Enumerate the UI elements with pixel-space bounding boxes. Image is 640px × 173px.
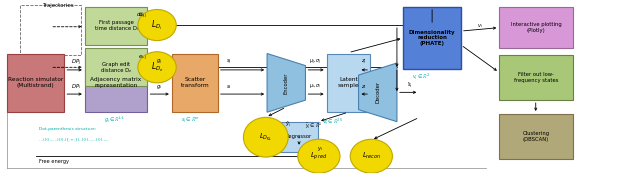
Text: Dimensionality
reduction
(PHATE): Dimensionality reduction (PHATE) [409, 30, 456, 46]
Text: $DP_i$: $DP_i$ [70, 82, 81, 91]
Text: Latent
sample: Latent sample [337, 78, 359, 88]
Text: $d_{i,j}$: $d_{i,j}$ [138, 10, 148, 21]
Text: $\mu_j,\sigma_j$: $\mu_j,\sigma_j$ [309, 58, 322, 67]
Text: Free energy: Free energy [39, 159, 68, 164]
FancyBboxPatch shape [326, 53, 370, 112]
Text: First passage
time distance Dᵢ: First passage time distance Dᵢ [95, 20, 138, 31]
Text: $DP_j$: $DP_j$ [70, 58, 81, 68]
Text: $L_{D_{KL}}$: $L_{D_{KL}}$ [259, 132, 273, 143]
Text: $z_i$: $z_i$ [361, 83, 367, 91]
Text: Scatter
transform: Scatter transform [180, 78, 209, 88]
Ellipse shape [298, 139, 340, 173]
Text: Interactive plotting
(Plotly): Interactive plotting (Plotly) [511, 22, 561, 33]
Text: $L_{D_i}$: $L_{D_i}$ [152, 18, 163, 32]
Text: $L_{D_e}$: $L_{D_e}$ [151, 61, 163, 74]
FancyBboxPatch shape [403, 7, 461, 69]
Text: $L_{pred}$: $L_{pred}$ [310, 151, 328, 162]
Text: $L_{recon}$: $L_{recon}$ [362, 151, 381, 161]
Text: $s_i \in \mathbb{R}^m$: $s_i \in \mathbb{R}^m$ [182, 115, 200, 125]
Text: $\hat{s}_i$: $\hat{s}_i$ [407, 81, 413, 90]
Text: $\mu_i,\sigma_i$: $\mu_i,\sigma_i$ [310, 82, 322, 90]
Text: $v_i$: $v_i$ [477, 22, 483, 30]
Ellipse shape [243, 117, 288, 157]
Polygon shape [358, 63, 397, 122]
Text: Filter out low-
frequency states: Filter out low- frequency states [514, 72, 558, 83]
Text: $s_i$: $s_i$ [227, 83, 232, 91]
Text: Regressor: Regressor [286, 134, 312, 139]
Text: Clustering
(DBSCAN): Clustering (DBSCAN) [522, 131, 550, 142]
Ellipse shape [138, 10, 176, 40]
FancyBboxPatch shape [499, 55, 573, 100]
Text: Trajectories: Trajectories [42, 3, 74, 8]
FancyBboxPatch shape [84, 53, 147, 112]
Ellipse shape [350, 139, 392, 173]
FancyBboxPatch shape [499, 7, 573, 48]
FancyBboxPatch shape [84, 48, 147, 86]
Text: Reaction simulator
(Multistrand): Reaction simulator (Multistrand) [8, 78, 63, 88]
Text: $d_{i,j}$: $d_{i,j}$ [136, 11, 145, 21]
Text: $\hat{y}_i \in \mathbb{R}^1$: $\hat{y}_i \in \mathbb{R}^1$ [305, 121, 323, 131]
FancyBboxPatch shape [172, 53, 218, 112]
Text: $e_{i,j}$: $e_{i,j}$ [138, 54, 148, 63]
FancyBboxPatch shape [499, 114, 573, 159]
Text: Dot-parenthesis structure:: Dot-parenthesis structure: [39, 127, 96, 131]
FancyBboxPatch shape [84, 7, 147, 45]
Ellipse shape [138, 52, 176, 83]
Text: $g_i$: $g_i$ [156, 83, 163, 91]
Text: $\hat{y}_i$: $\hat{y}_i$ [285, 119, 291, 129]
Text: ....((((......)))).({.+.})..((((......)))).,...: ....((((......)))).({.+.})..((((......))… [39, 137, 109, 141]
FancyBboxPatch shape [7, 53, 64, 112]
Text: Encoder: Encoder [284, 72, 289, 94]
Text: $g_j$: $g_j$ [156, 58, 163, 67]
Text: $v_i \in \mathbb{R}^2$: $v_i \in \mathbb{R}^2$ [412, 72, 430, 82]
Text: $s_j$: $s_j$ [227, 58, 232, 67]
Text: Graph edit
distance Dₑ: Graph edit distance Dₑ [101, 62, 131, 73]
Text: $y_i$: $y_i$ [317, 145, 323, 153]
Text: Adjacency matrix
representation: Adjacency matrix representation [90, 78, 141, 88]
FancyBboxPatch shape [280, 122, 318, 152]
Text: Decoder: Decoder [375, 81, 380, 103]
Text: $z_i \in \mathbb{R}^{25}$: $z_i \in \mathbb{R}^{25}$ [323, 117, 343, 127]
Text: $z_j$: $z_j$ [361, 58, 367, 67]
Polygon shape [267, 53, 305, 112]
Text: $g_i \in \mathbb{R}^{L{\cdot}L}$: $g_i \in \mathbb{R}^{L{\cdot}L}$ [104, 115, 125, 125]
